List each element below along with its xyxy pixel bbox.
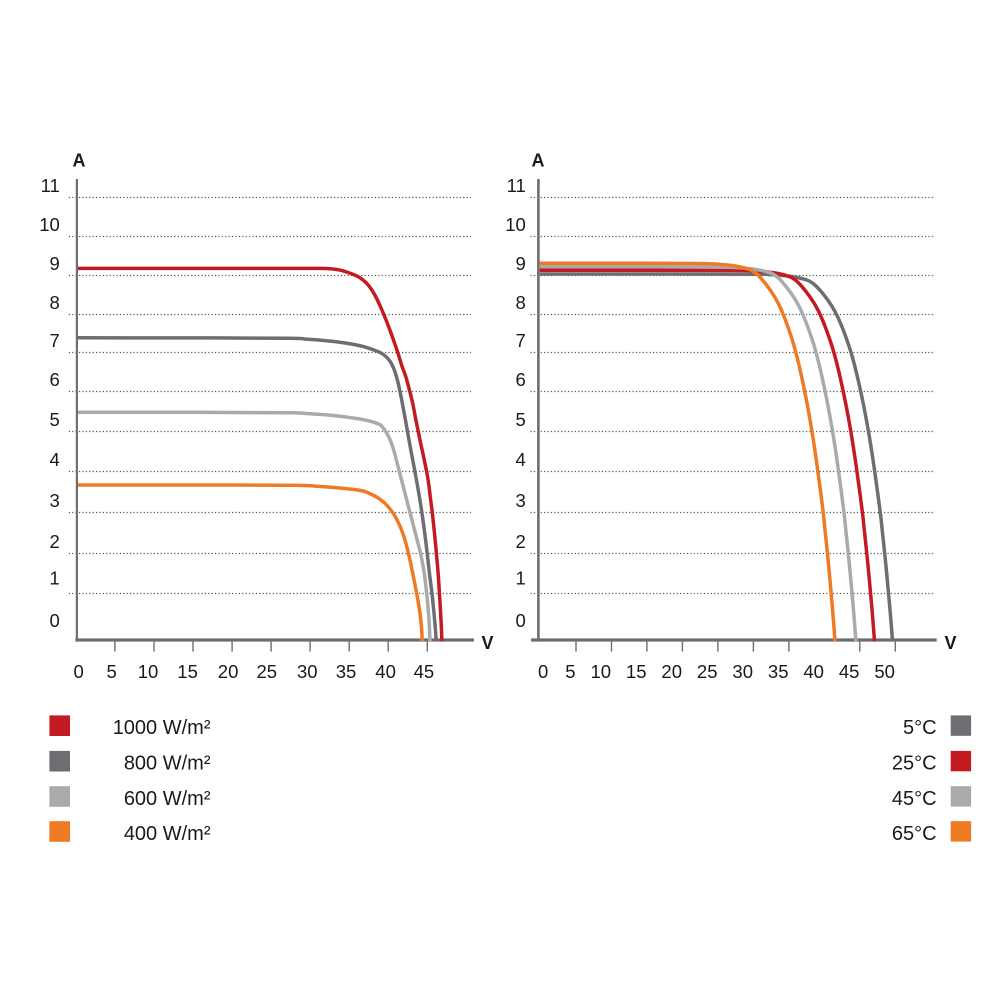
svg-text:3: 3 — [516, 490, 526, 511]
svg-text:25: 25 — [257, 661, 278, 682]
svg-text:10: 10 — [39, 214, 60, 235]
svg-text:4: 4 — [516, 449, 526, 470]
svg-text:9: 9 — [50, 253, 60, 274]
svg-text:15: 15 — [626, 661, 647, 682]
svg-text:45: 45 — [414, 661, 435, 682]
svg-text:6: 6 — [50, 369, 60, 390]
svg-text:7: 7 — [516, 330, 526, 351]
svg-text:4: 4 — [50, 449, 60, 470]
svg-text:9: 9 — [516, 253, 526, 274]
svg-text:30: 30 — [732, 661, 753, 682]
svg-text:0: 0 — [50, 610, 60, 631]
svg-text:35: 35 — [336, 661, 357, 682]
svg-text:2: 2 — [50, 531, 60, 552]
svg-text:0: 0 — [74, 661, 84, 682]
svg-text:35: 35 — [768, 661, 789, 682]
svg-text:5: 5 — [50, 409, 60, 430]
svg-text:20: 20 — [218, 661, 239, 682]
svg-text:6: 6 — [516, 369, 526, 390]
svg-text:5: 5 — [565, 661, 575, 682]
svg-text:20: 20 — [661, 661, 682, 682]
svg-text:8: 8 — [516, 292, 526, 313]
svg-text:800 W/m²: 800 W/m² — [124, 753, 211, 775]
svg-text:5: 5 — [516, 409, 526, 430]
svg-text:25: 25 — [697, 661, 718, 682]
svg-text:40: 40 — [803, 661, 824, 682]
svg-text:400 W/m²: 400 W/m² — [124, 823, 211, 845]
svg-text:10: 10 — [591, 661, 612, 682]
svg-text:1: 1 — [516, 567, 526, 588]
svg-text:50: 50 — [874, 661, 895, 682]
svg-text:10: 10 — [505, 214, 526, 235]
svg-text:25°C: 25°C — [892, 753, 937, 775]
svg-text:600 W/m²: 600 W/m² — [124, 788, 211, 810]
svg-text:15: 15 — [177, 661, 198, 682]
svg-text:11: 11 — [507, 175, 526, 196]
svg-text:A: A — [532, 150, 545, 170]
svg-text:V: V — [481, 633, 493, 653]
svg-text:0: 0 — [538, 661, 548, 682]
svg-text:8: 8 — [50, 292, 60, 313]
svg-text:45°C: 45°C — [892, 788, 937, 810]
svg-text:V: V — [944, 633, 956, 653]
svg-text:7: 7 — [50, 330, 60, 351]
svg-text:30: 30 — [297, 661, 318, 682]
svg-text:10: 10 — [138, 661, 159, 682]
svg-text:5: 5 — [107, 661, 117, 682]
svg-text:11: 11 — [41, 175, 60, 196]
svg-text:2: 2 — [516, 531, 526, 552]
svg-text:3: 3 — [50, 490, 60, 511]
svg-text:0: 0 — [516, 610, 526, 631]
svg-text:5°C: 5°C — [903, 717, 937, 739]
svg-text:1000 W/m²: 1000 W/m² — [113, 717, 211, 739]
svg-text:45: 45 — [839, 661, 860, 682]
svg-text:40: 40 — [375, 661, 396, 682]
svg-text:1: 1 — [50, 567, 60, 588]
svg-text:A: A — [73, 150, 86, 170]
svg-text:65°C: 65°C — [892, 823, 937, 845]
